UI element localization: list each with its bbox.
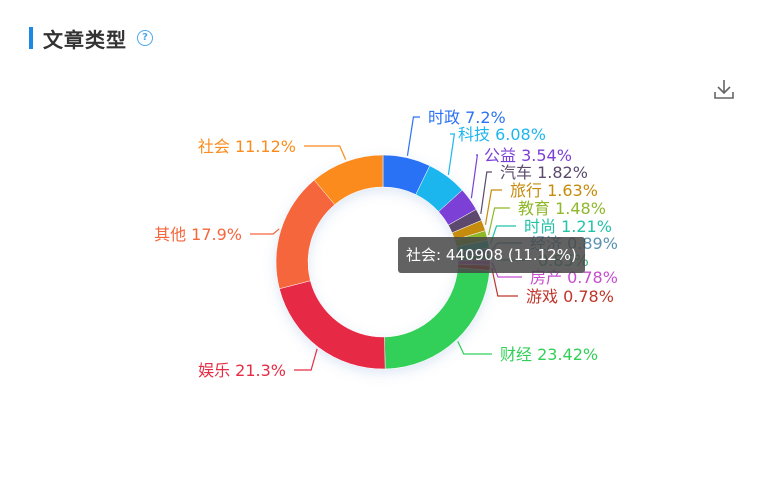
download-icon[interactable] xyxy=(712,77,736,101)
data-label-时政: 时政 7.2% xyxy=(428,108,506,127)
data-label-公益: 公益 3.54% xyxy=(484,146,572,165)
leader-line-游戏 xyxy=(491,267,518,297)
leader-line-财经 xyxy=(457,341,492,355)
leader-line-教育 xyxy=(488,207,510,236)
leader-line-公益 xyxy=(470,154,479,199)
leader-line-社会 xyxy=(304,145,347,160)
question-circle-icon[interactable]: ? xyxy=(137,30,153,46)
data-label-旅行: 旅行 1.63% xyxy=(510,181,598,200)
leader-line-旅行 xyxy=(484,189,502,225)
slice-社会[interactable] xyxy=(313,154,384,205)
data-label-财经: 财经 23.42% xyxy=(500,345,598,364)
slice-其他[interactable] xyxy=(275,179,336,290)
data-label-游戏: 游戏 0.78% xyxy=(526,287,614,306)
leader-line-汽车 xyxy=(480,171,492,215)
data-label-社会: 社会 11.12% xyxy=(198,137,296,156)
title-accent-bar xyxy=(29,27,33,49)
chart-header: 文章类型 ? xyxy=(29,24,153,52)
leader-line-科技 xyxy=(447,133,456,175)
data-label-科技: 科技 6.08% xyxy=(458,125,546,144)
leader-line-其他 xyxy=(250,228,280,235)
data-label-教育: 教育 1.48% xyxy=(518,199,606,218)
leader-line-时政 xyxy=(406,116,420,156)
chart-title: 文章类型 xyxy=(43,27,127,52)
data-label-娱乐: 娱乐 21.3% xyxy=(198,361,286,380)
data-label-时尚: 时尚 1.21% xyxy=(524,217,612,236)
leader-line-娱乐 xyxy=(294,348,318,371)
slice-娱乐[interactable] xyxy=(279,280,386,370)
chart-tooltip: 社会: 440908 (11.12%) xyxy=(398,237,585,273)
data-label-汽车: 汽车 1.82% xyxy=(500,163,588,182)
data-label-其他: 其他 17.9% xyxy=(154,225,242,244)
